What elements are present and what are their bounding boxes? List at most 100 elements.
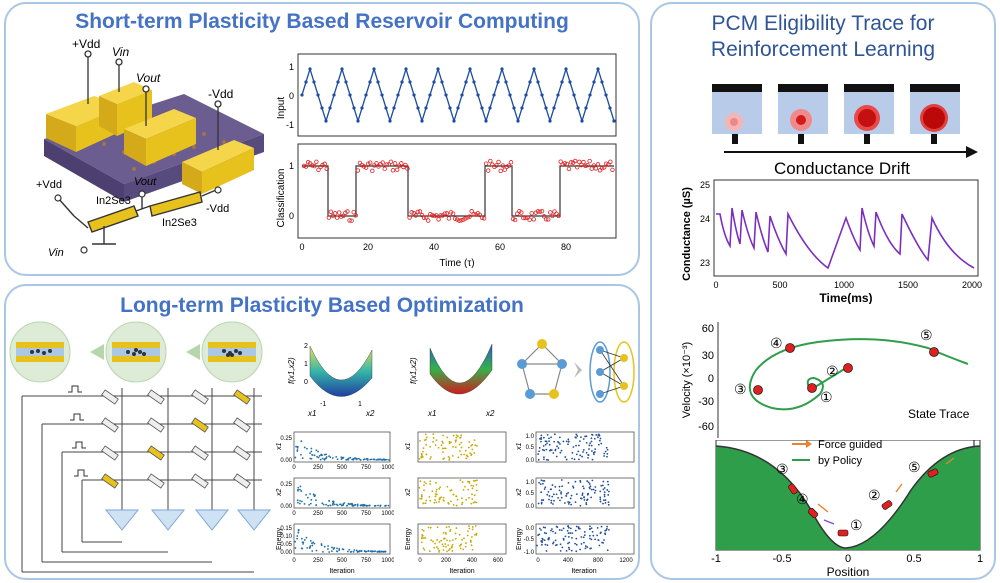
iteration-point: [302, 541, 305, 544]
class-point: [581, 159, 586, 165]
iteration-point: [468, 527, 471, 530]
iteration-point: [440, 539, 443, 542]
iteration-point: [572, 446, 575, 448]
iteration-point: [604, 450, 607, 453]
input-point: [412, 93, 416, 97]
iteration-point: [580, 436, 582, 439]
iteration-point: [559, 549, 562, 552]
iteration-point: [448, 442, 451, 445]
input-point: [432, 80, 436, 84]
class-point: [587, 158, 592, 164]
iteration-point: [541, 448, 544, 451]
iteration-point: [537, 502, 540, 505]
iteration-point: [432, 437, 435, 439]
c3-energy: Energy: [516, 527, 523, 550]
c3-x2-tick-a: 1.0: [526, 480, 535, 486]
c3-e-tick-c: -1.0: [524, 550, 535, 556]
iteration-point: [585, 435, 588, 438]
iteration-point: [538, 481, 540, 484]
iteration-point: [571, 451, 574, 454]
class-point: [543, 217, 549, 222]
iteration-point: [594, 486, 597, 488]
input-ytick-m1: -1: [286, 120, 294, 130]
iteration-point: [592, 451, 595, 454]
iteration-point: [424, 502, 427, 505]
input-point: [516, 119, 520, 123]
iteration-point: [352, 550, 355, 553]
iteration-point: [550, 499, 553, 502]
car-markers: [788, 468, 939, 537]
input-wave: [300, 66, 616, 124]
iteration-point: [296, 449, 299, 451]
device-illustration: +Vdd Vin Vout -Vdd: [44, 37, 264, 202]
iteration-point: [352, 458, 355, 461]
input-point: [360, 106, 364, 110]
c3-xtick-0: 0: [536, 558, 540, 564]
input-point: [556, 93, 560, 97]
iteration-point: [560, 492, 562, 495]
iteration-point: [438, 498, 441, 501]
iteration-point: [423, 548, 426, 551]
iteration-point: [342, 548, 345, 551]
pcm-title-2: Reinforcement Learning: [710, 38, 936, 61]
iteration-point: [579, 497, 582, 500]
iteration-point: [442, 434, 445, 437]
iteration-plots-col3: x1 1.0 0.5 0.0 x2 1.0 0.5 0.0 Energy 0.0…: [516, 431, 635, 575]
class-point: [407, 215, 412, 220]
iteration-point: [541, 537, 544, 540]
pcm-drift-cells: Conductance Drift: [712, 84, 978, 178]
class-point: [332, 211, 338, 216]
iteration-point: [450, 489, 453, 492]
iteration-point: [560, 529, 563, 532]
iteration-point: [594, 489, 597, 492]
c3-x1-tick-b: 0.5: [526, 445, 535, 451]
iteration-point: [604, 533, 607, 536]
iteration-point: [543, 539, 546, 542]
circuit-vdd-plus: +Vdd: [36, 179, 62, 191]
iteration-point: [589, 442, 592, 445]
iteration-point: [457, 456, 460, 459]
c1-e-xtick-500: 500: [337, 558, 348, 564]
c2-x1: x1: [405, 443, 412, 452]
iteration-point: [455, 527, 458, 529]
input-point: [408, 80, 412, 84]
iteration-point: [467, 525, 470, 527]
iteration-point: [437, 547, 440, 550]
class-point: [469, 209, 474, 214]
iteration-point: [472, 501, 475, 504]
iteration-point: [568, 548, 571, 551]
iteration-point: [442, 451, 444, 454]
input-point: [424, 106, 428, 110]
iteration-point: [567, 443, 569, 446]
iteration-point: [366, 458, 369, 460]
iteration-point: [568, 501, 571, 504]
iteration-point: [600, 531, 602, 534]
iteration-point: [474, 444, 477, 447]
class-point: [388, 159, 394, 164]
class-point: [589, 166, 594, 171]
c3-e-tick-b: -0.5: [524, 537, 535, 543]
iteration-point: [544, 543, 547, 546]
iteration-point: [303, 539, 306, 541]
iteration-point: [579, 479, 582, 482]
iteration-point: [606, 549, 609, 552]
iteration-point: [328, 551, 331, 553]
iteration-point: [558, 529, 561, 531]
class-point: [550, 213, 555, 219]
iteration-point: [422, 547, 425, 550]
surf1-ztick-1: 1: [304, 361, 308, 368]
iteration-point: [582, 485, 584, 488]
class-point: [512, 217, 518, 223]
iteration-point: [548, 498, 550, 501]
iteration-point: [310, 450, 313, 453]
class-point: [394, 167, 400, 173]
iteration-point: [336, 458, 339, 461]
iteration-point: [600, 484, 603, 487]
c1-x2-tick-a: 0.25: [280, 482, 292, 488]
iteration-point: [421, 536, 423, 539]
c3-xlabel: Iteration: [571, 568, 596, 575]
class-point: [368, 160, 373, 165]
iteration-point: [557, 441, 560, 444]
iteration-point: [468, 480, 471, 483]
iteration-point: [554, 539, 557, 542]
